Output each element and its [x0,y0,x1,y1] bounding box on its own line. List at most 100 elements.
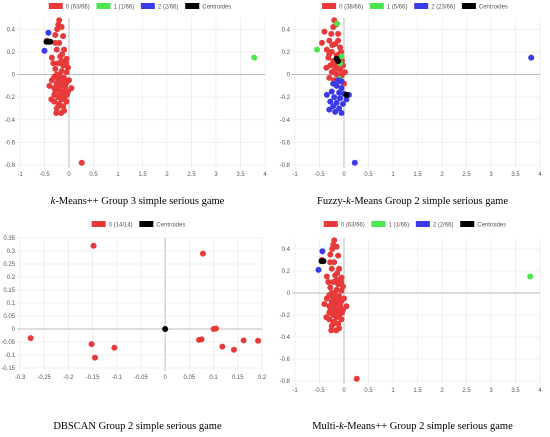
x-tick-label: 1 [116,172,120,178]
y-tick-label: 0 [12,327,16,333]
x-tick-label: 0.15 [232,375,244,381]
legend-swatch [323,221,338,227]
data-point [341,69,348,76]
legend-swatch [371,221,386,227]
data-point [251,54,258,61]
x-tick-label: -0.05 [134,375,148,381]
x-tick-label: 0.5 [89,172,98,178]
dbscan-panel: -0.3 -0.25 -0.2 -0.15 -0.1 -0.05 0 0.05 0.1 0.15 0… [0,218,275,437]
y-tick-label: -0.1 [5,353,16,359]
y-tick-label: 0 [12,73,16,79]
kmeans-caption: k-Means++ Group 3 simple serious game [0,196,275,207]
data-point [199,250,206,257]
data-point [50,60,57,67]
data-point [336,105,343,112]
x-tick-label: 2 [440,172,444,178]
data-point [52,39,59,46]
data-point [60,103,67,110]
data-point [330,103,337,110]
y-tick-label: -0.6 [5,140,16,146]
y-tick-label: 0.4 [282,27,291,33]
data-point [41,47,48,54]
multi-kmeans-caption: Multi-k-Means++ Group 2 simple serious g… [275,421,550,432]
kmeans-scatter-chart: -1 -0.5 0 0.5 1 1.5 2 2.5 3 3.5 4 -0.8 -0.6 -0.4 -0.2 0… [5,3,267,178]
data-point [339,309,346,316]
data-point [328,69,335,76]
x-tick-label: 0.1 [209,375,218,381]
legend-label: 0 (63/66) [341,223,365,229]
dbscan-caption: DBSCAN Group 2 simple serious game [0,421,275,432]
data-point [326,51,333,58]
data-point [314,46,321,53]
legend-label: 2 (2/66) [158,5,179,11]
y-tick-label: 0.2 [7,275,16,281]
data-point [323,91,330,98]
data-point [315,266,322,273]
data-point [230,346,237,353]
data-point [57,73,64,80]
x-tick-label: 0 [342,388,346,394]
legend-swatch [185,3,200,9]
data-point [327,98,334,105]
data-point [335,252,342,259]
data-point [63,60,70,67]
legend-swatch [461,3,476,9]
centroid-point [335,57,342,64]
data-point [323,64,330,71]
legend-swatch [460,221,475,227]
data-point [66,77,72,84]
data-point [58,24,65,31]
data-point [328,30,335,37]
caption-prefix: Fuzzy- [316,196,347,207]
data-point [338,78,345,85]
legend-label: Centroides [479,5,508,11]
data-point [333,327,340,334]
x-tick-label: 3.5 [511,172,520,178]
data-point [61,46,68,53]
x-tick-label: -1 [292,172,298,178]
data-point [332,108,339,115]
x-tick-label: 0.2 [258,375,267,381]
legend-swatch [322,3,337,9]
data-point [325,279,332,285]
data-point [340,100,347,107]
y-tick-label: 0.4 [7,27,16,33]
data-point [48,96,55,103]
y-tick-label: -0.8 [280,163,291,169]
x-tick-label: 2.5 [462,388,471,394]
data-point [328,265,335,272]
centroid-point [320,258,327,265]
data-point [48,54,55,61]
y-tick-label: 0.3 [7,249,16,255]
x-tick-label: -0.5 [314,172,325,178]
legend-label: 2 (23/66) [431,5,455,11]
y-tick-label: 0.25 [3,262,15,268]
data-point [337,301,344,307]
data-point [58,78,65,85]
fuzzy-kmeans-panel: -1 -0.5 0 0.5 1 1.5 2 2.5 3 3.5 4 -0.8 -0.6 -0.4 -0.2 0… [275,0,550,218]
y-tick-label: -0.8 [5,163,16,169]
y-tick-label: 0.2 [282,50,291,56]
legend-swatch [91,221,106,227]
data-point [338,109,345,116]
data-point [343,96,350,103]
data-point [338,85,345,92]
x-tick-label: 1.5 [413,172,422,178]
y-tick-label: 0.05 [3,314,15,320]
x-tick-label: 2.5 [462,172,471,178]
y-tick-label: 0.2 [7,50,16,56]
data-point [319,248,326,255]
y-tick-label: 0.2 [282,269,291,275]
data-point [327,251,334,258]
caption-italic: k [339,421,344,432]
fuzzy-kmeans-caption: Fuzzy-k-Means Group 2 simple serious gam… [275,196,550,207]
x-tick-label: 0.05 [184,375,196,381]
data-point [326,74,333,81]
data-point [326,106,333,113]
y-tick-label: -0.6 [280,140,291,146]
data-point [318,39,325,46]
caption-suffix: -Means++ Group 2 simple serious game [343,421,513,432]
legend-label: Centroides [156,223,185,229]
data-point [90,242,97,249]
x-tick-label: 2 [165,172,169,178]
